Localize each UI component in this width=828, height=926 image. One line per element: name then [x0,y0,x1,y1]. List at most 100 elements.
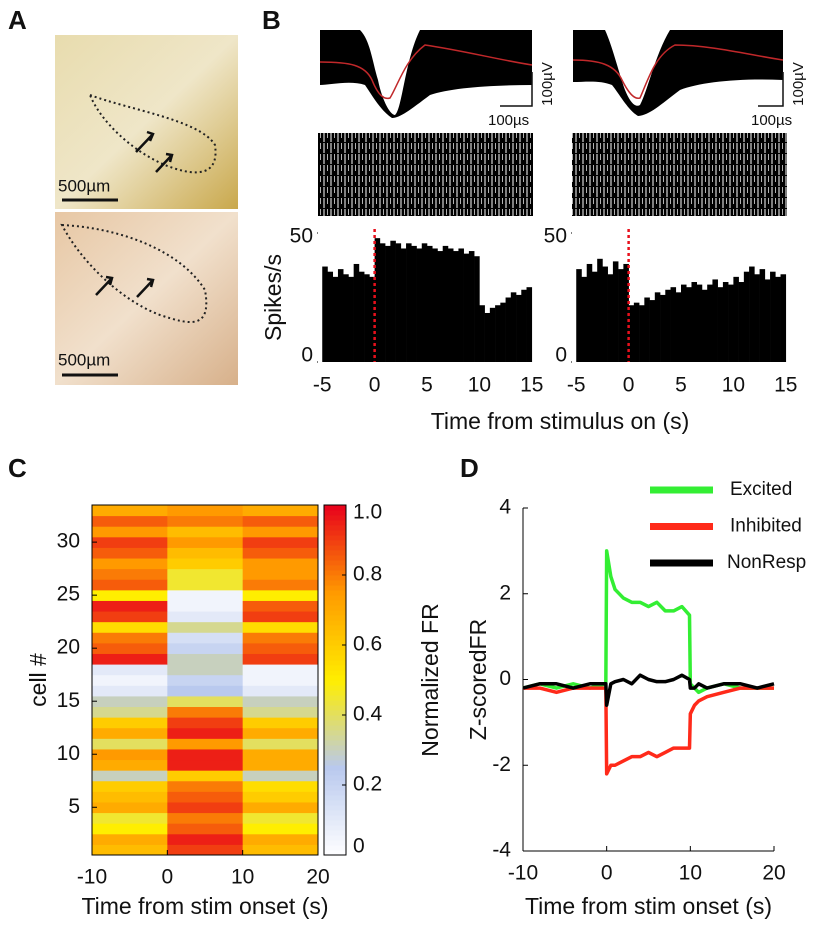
heatmap-cell [242,812,319,824]
heatmap-cell [242,664,319,676]
bar [707,284,713,362]
colorbar-step [324,520,346,526]
y-tick-label: 50 [544,225,567,248]
colorbar-step [324,755,346,761]
heatmap-cell [167,515,244,527]
bar [649,300,656,362]
bar [633,302,640,362]
x-tick-label: 5 [675,374,687,397]
heatmap-cell [242,568,319,580]
histology-image [55,35,238,209]
bar [743,271,750,362]
bar [510,292,517,362]
heatmap-cell [92,536,168,548]
scale-bar [500,72,533,107]
heatmap-cell [92,770,168,782]
bar [780,274,787,362]
heatmap-cell [92,685,168,697]
colorbar-step [324,585,346,591]
colorbar-step [324,745,346,751]
heatmap-cell [242,611,319,623]
heatmap-cell [92,547,168,559]
raster [572,133,787,216]
bar [374,238,381,362]
y-axis-label: cell # [25,653,51,707]
heatmap-cell [167,621,244,633]
heatmap-cell [92,664,168,676]
bar [712,279,718,362]
colorbar-step [324,570,346,576]
bar [437,251,444,362]
waveform-mean [319,44,533,100]
heatmap-cell [167,727,244,739]
colorbar-step [324,675,346,681]
colorbar-step [324,720,346,726]
colorbar-step [324,775,346,781]
colorbar-frame [323,504,347,856]
heatmap-cell [92,653,168,665]
colorbar-step [324,575,346,581]
colorbar-step [324,610,346,616]
colorbar-step [324,550,346,556]
heatmap-cell [92,759,168,771]
series-line [522,673,775,707]
bar [400,248,407,362]
heatmap-cell [242,642,319,654]
heatmap-cell [242,727,319,739]
y-tick-label: 25 [57,583,80,606]
colorbar-step [324,620,346,626]
heatmap-cell [242,526,319,538]
bar [358,271,365,362]
y-tick-label: 50 [290,225,313,248]
x-tick-label: 0 [161,866,173,889]
colorbar-step [324,780,346,786]
bar [775,276,781,362]
x-tick-label: -10 [508,862,538,885]
bar [586,263,593,362]
heatmap-cell [242,579,319,591]
heatmap-cell [92,621,168,633]
heatmap-cell [242,536,319,548]
x-axis-label: Time from stimulus on (s) [431,408,690,434]
bar [432,248,438,362]
heatmap-cell [92,674,168,686]
colorbar-step [324,595,346,601]
colorbar-tick-label: 0.6 [353,633,382,656]
colorbar-step [324,665,346,671]
heatmap-cell [167,642,244,654]
bar [516,294,522,362]
heatmap-cell [242,759,319,771]
colorbar-tick-label: 0 [353,835,365,858]
heatmap-cell [92,823,168,835]
legend-label: NonResp [727,552,806,573]
colorbar-step [324,660,346,666]
bar [468,251,475,362]
colorbar-step [324,810,346,816]
bar [458,248,464,362]
heatmap-cell [167,833,244,845]
heatmap-cell [167,801,244,814]
bar [618,269,624,362]
waveform-mean [572,44,784,100]
heatmap-cell [167,536,244,548]
bar [484,312,491,362]
heatmap-cell [242,558,319,570]
heatmap-cell [92,801,168,814]
colorbar-step [324,555,346,561]
heatmap-cell [167,759,244,771]
colorbar-step [324,795,346,801]
bar [576,269,582,362]
heatmap-cell [242,695,319,708]
bar [717,287,724,362]
colorbar-step [324,735,346,741]
bar [691,282,698,362]
scale-label: 500µm [58,350,110,369]
colorbar-step [324,530,346,536]
colorbar-step [324,740,346,746]
x-tick-label: 15 [774,374,797,397]
y-tick-label: 2 [499,581,511,604]
heatmap-cell [92,515,168,527]
colorbar-step [324,820,346,826]
y-tick-label: 0 [301,344,313,367]
heatmap-cell [167,823,244,835]
